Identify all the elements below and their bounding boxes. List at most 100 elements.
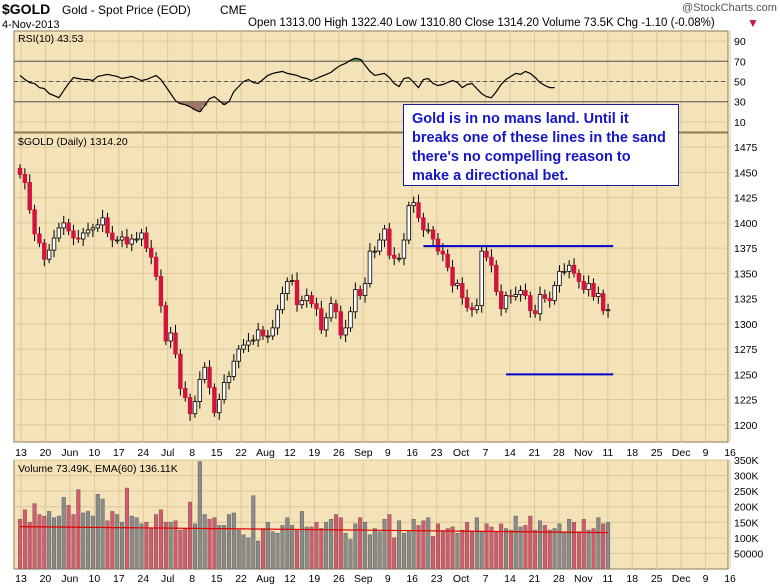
x-tick-label: 19 — [309, 573, 321, 585]
candle-body — [66, 222, 71, 232]
volume-tick-label: 150K — [734, 517, 759, 529]
x-tick-label: 16 — [724, 447, 736, 459]
volume-bar — [299, 511, 304, 570]
candle-body — [85, 229, 91, 234]
candle-body — [343, 327, 348, 336]
volume-bar — [27, 522, 32, 570]
volume-bar — [76, 489, 81, 570]
rsi-tick-label: 50 — [734, 77, 746, 89]
candle-body — [411, 202, 416, 207]
x-tick-label: 15 — [211, 447, 223, 459]
volume-bar — [280, 525, 285, 570]
volume-bar — [528, 515, 533, 570]
volume-bar — [572, 522, 577, 570]
candle-body — [348, 311, 353, 329]
ohlc-readout: Open 1313.00 High 1322.40 Low 1310.80 Cl… — [248, 17, 715, 29]
volume-bar — [363, 522, 368, 570]
x-tick-label: 12 — [284, 447, 296, 459]
candle-body — [601, 293, 606, 312]
x-tick-label: Aug — [256, 573, 275, 585]
volume-bar — [275, 532, 280, 570]
candle-body — [173, 332, 178, 355]
candle-body — [51, 237, 57, 251]
volume-bar — [382, 518, 387, 570]
x-tick-label: 10 — [89, 447, 101, 459]
candle-body — [110, 232, 115, 241]
x-tick-label: 16 — [724, 573, 736, 585]
volume-bar — [66, 504, 71, 570]
candle-body — [435, 238, 441, 252]
x-tick-label: 21 — [529, 573, 541, 585]
volume-bar — [188, 501, 193, 570]
volume-bar — [95, 494, 100, 570]
candle-body — [333, 303, 339, 313]
candle-body — [27, 182, 32, 211]
x-tick-label: 16 — [406, 447, 418, 459]
candle-body — [119, 236, 125, 241]
volume-tick-label: 200K — [734, 502, 759, 514]
candle-body — [241, 344, 246, 350]
candle-body — [455, 283, 460, 286]
rsi-tick-label: 30 — [734, 97, 746, 109]
candle-body — [484, 250, 489, 258]
x-tick-label: 15 — [211, 573, 223, 585]
candle-body — [144, 232, 149, 249]
volume-bar — [309, 526, 314, 570]
candle-body — [71, 230, 76, 239]
candle-body — [396, 257, 402, 260]
candle-body — [207, 366, 212, 388]
candle-body — [445, 253, 450, 268]
volume-bar — [411, 518, 416, 570]
volume-bar — [416, 525, 421, 570]
volume-bar — [401, 532, 406, 570]
candle-body — [494, 264, 499, 292]
x-tick-label: 9 — [385, 447, 391, 459]
candle-body — [338, 311, 343, 336]
rsi-label: RSI(10) 43.53 — [18, 33, 84, 45]
volume-bar — [358, 517, 363, 570]
candle-body — [596, 293, 601, 297]
x-tick-label: 7 — [483, 573, 489, 585]
candle-body — [187, 397, 193, 415]
volume-bar — [314, 522, 319, 570]
volume-bar — [71, 514, 76, 570]
candle-body — [217, 399, 222, 414]
price-tick-label: 1450 — [734, 167, 758, 179]
candle-body — [552, 285, 557, 302]
volume-bar — [435, 523, 440, 570]
volume-bar — [489, 526, 494, 570]
rsi-tick-label: 70 — [734, 56, 746, 68]
volume-bar — [231, 512, 236, 570]
x-tick-label: 17 — [113, 573, 125, 585]
x-tick-label: 18 — [626, 573, 638, 585]
candle-body — [416, 202, 421, 219]
volume-bar — [168, 522, 173, 570]
price-tick-label: 1350 — [734, 268, 758, 280]
volume-bar — [207, 518, 212, 570]
volume-bar — [562, 531, 567, 570]
volume-bar — [576, 531, 581, 570]
x-tick-label: 10 — [89, 573, 101, 585]
volume-bar — [129, 515, 134, 570]
volume-bar — [494, 531, 499, 570]
volume-bar — [343, 532, 348, 570]
price-tick-label: 1325 — [734, 294, 758, 306]
x-tick-label: 26 — [333, 573, 345, 585]
x-tick-label: 21 — [529, 447, 541, 459]
chart-description: Gold - Spot Price (EOD) — [62, 3, 191, 17]
candle-body — [289, 280, 295, 282]
volume-bar — [406, 531, 411, 570]
candle-body — [76, 237, 81, 240]
volume-bar — [124, 487, 129, 570]
candle-body — [421, 217, 426, 231]
volume-bar — [557, 523, 562, 570]
candle-body — [275, 309, 280, 329]
candle-body — [168, 332, 173, 342]
x-tick-label: Oct — [453, 447, 469, 459]
volume-bar — [377, 531, 382, 570]
volume-bar — [22, 509, 27, 570]
candle-body — [299, 300, 305, 306]
x-tick-label: 24 — [137, 447, 149, 459]
x-tick-label: 17 — [113, 447, 125, 459]
candle-body — [576, 272, 582, 282]
